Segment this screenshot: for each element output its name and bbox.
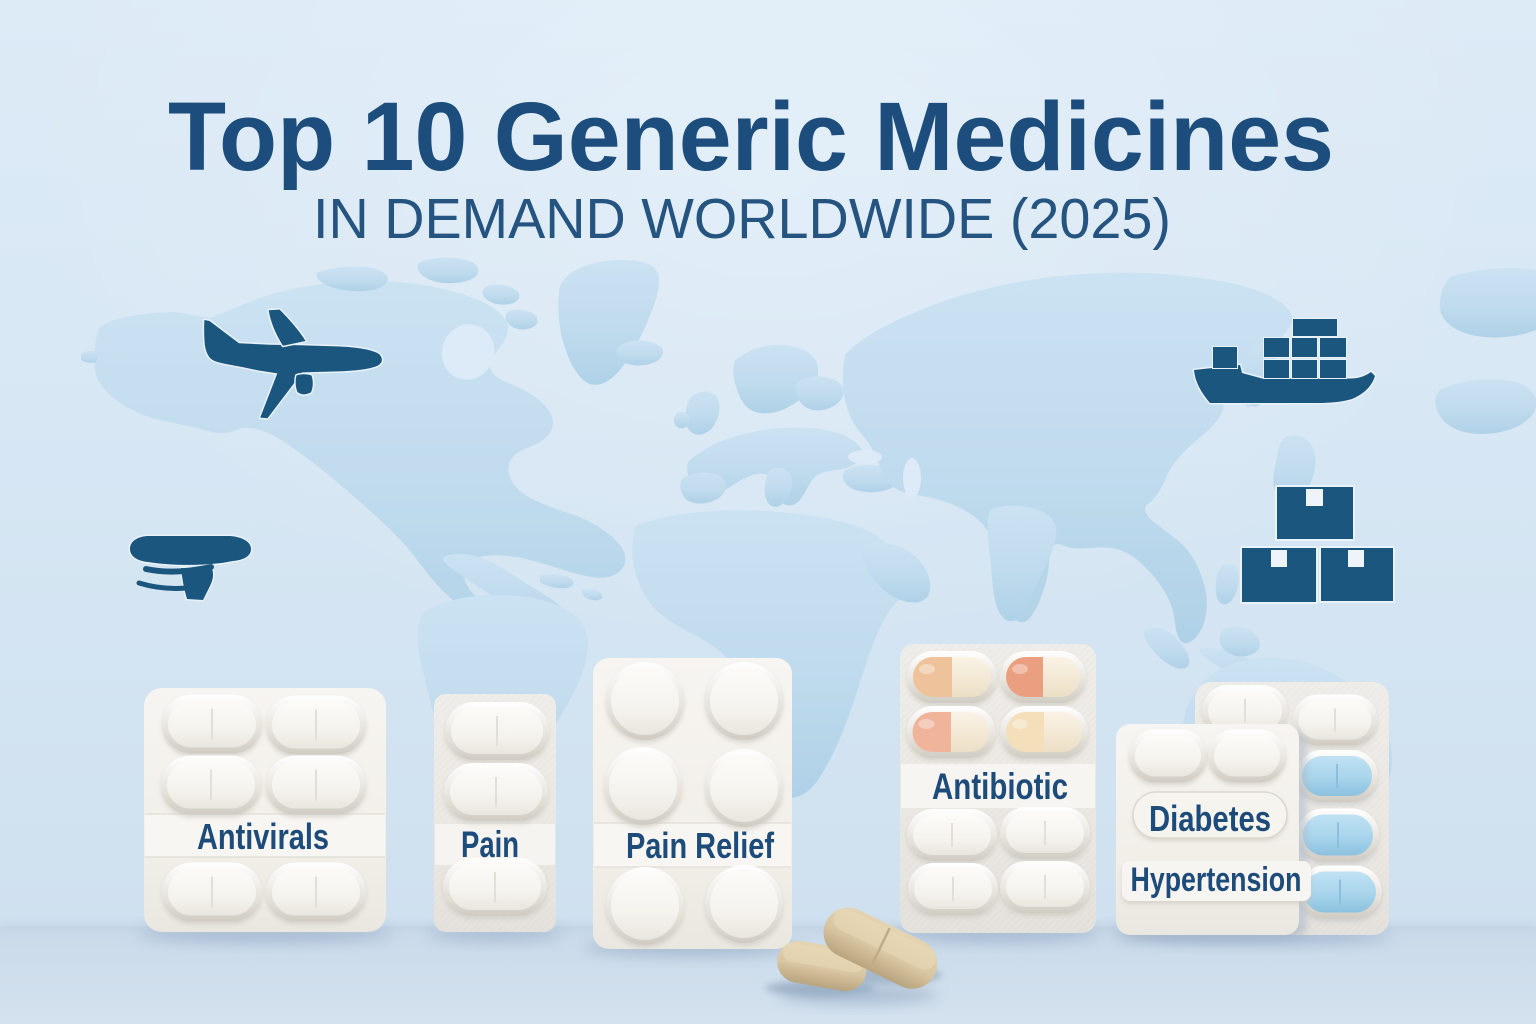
svg-text:Hypertension: Hypertension <box>1131 861 1302 899</box>
svg-text:Pain Relief: Pain Relief <box>626 825 775 866</box>
svg-text:Diabetes: Diabetes <box>1149 798 1271 839</box>
svg-text:IN DEMAND WORLDWIDE (2025): IN DEMAND WORLDWIDE (2025) <box>313 187 1171 251</box>
svg-text:Top 10 Generic Medicines: Top 10 Generic Medicines <box>168 82 1334 191</box>
svg-text:Antibiotic: Antibiotic <box>932 766 1068 807</box>
svg-text:Pain: Pain <box>461 824 519 865</box>
svg-text:Antivirals: Antivirals <box>197 816 329 857</box>
